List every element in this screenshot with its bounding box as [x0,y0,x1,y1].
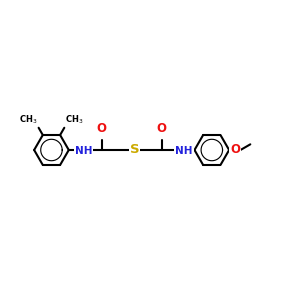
Text: CH$_3$: CH$_3$ [65,113,84,126]
Text: NH: NH [175,146,193,156]
Text: CH$_3$: CH$_3$ [19,113,38,126]
Text: S: S [130,143,139,157]
Text: O: O [230,143,240,157]
Text: O: O [157,122,166,135]
Text: O: O [97,122,106,135]
Text: NH: NH [75,146,92,156]
